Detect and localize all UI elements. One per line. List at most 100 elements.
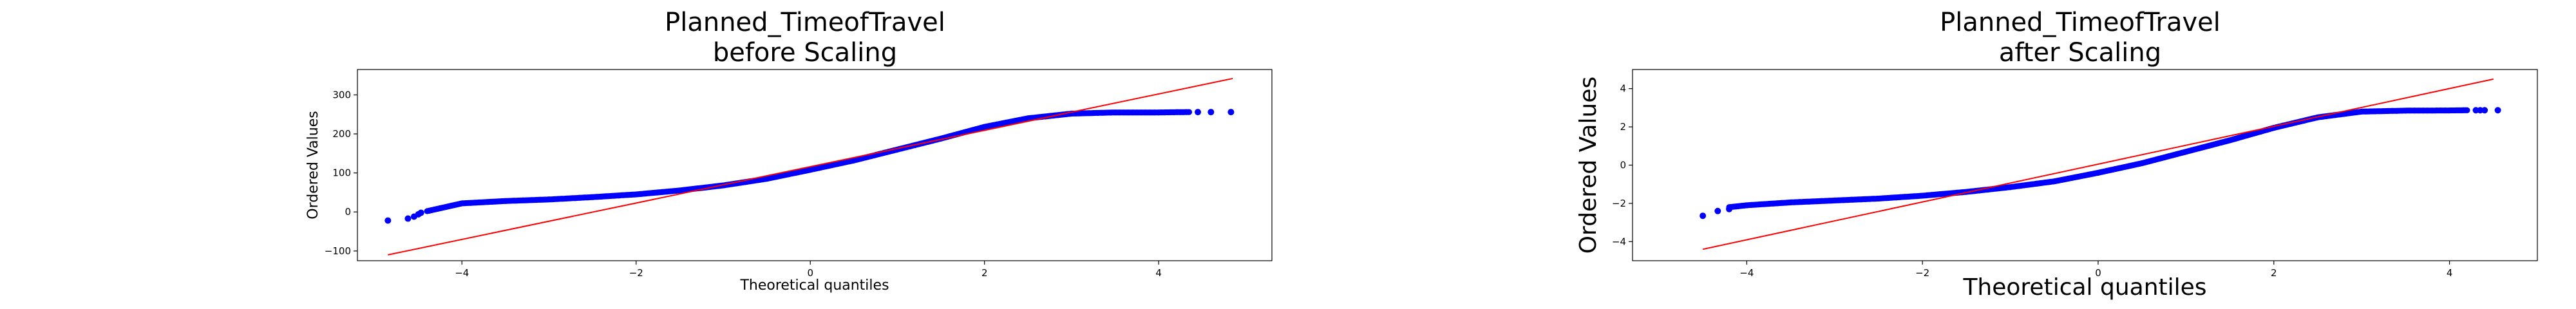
chart-title: Planned_TimeofTravel	[665, 8, 945, 37]
data-point	[838, 160, 844, 167]
data-point	[1774, 200, 1781, 207]
x-tick-label: 0	[2095, 267, 2101, 279]
data-point	[2047, 179, 2053, 185]
data-point	[576, 194, 583, 201]
data-point	[990, 122, 996, 128]
data-point	[2363, 108, 2369, 115]
data-point	[1853, 196, 1860, 203]
data-point	[646, 190, 652, 196]
data-point	[572, 195, 578, 201]
data-point	[785, 171, 791, 178]
data-point	[520, 197, 526, 203]
data-point	[1919, 192, 1926, 199]
data-point	[2429, 108, 2435, 114]
data-point	[1928, 192, 1935, 198]
data-point	[633, 191, 639, 198]
y-tick-label: 2	[1620, 121, 1626, 133]
data-point	[811, 165, 818, 172]
data-point	[2345, 110, 2352, 117]
data-point	[1937, 191, 1943, 198]
data-point	[585, 194, 591, 201]
data-point	[1186, 109, 1192, 115]
data-point	[1016, 117, 1023, 123]
data-point	[2192, 146, 2198, 153]
data-point	[1849, 196, 1855, 203]
data-point	[2060, 176, 2066, 183]
x-tick-label: 4	[1155, 267, 1162, 279]
data-point	[1906, 193, 1913, 200]
data-point	[463, 200, 469, 206]
data-point	[994, 121, 1001, 127]
data-point	[2165, 153, 2172, 160]
data-point	[1138, 109, 1144, 116]
data-point	[1924, 192, 1930, 198]
data-point	[537, 196, 544, 203]
data-point	[567, 195, 574, 201]
axes-frame	[357, 69, 1273, 261]
data-point	[2354, 109, 2360, 115]
data-point	[476, 199, 482, 205]
data-point	[1779, 200, 1785, 206]
data-point	[2389, 108, 2396, 114]
data-point	[2020, 182, 2027, 189]
x-tick-label: −4	[455, 267, 469, 279]
data-point	[1142, 109, 1149, 116]
data-point	[417, 209, 424, 216]
data-point	[1752, 201, 1759, 208]
y-tick-label: 4	[1620, 83, 1626, 95]
data-point	[2134, 161, 2141, 167]
data-point	[498, 198, 504, 205]
data-point	[2235, 135, 2242, 141]
data-points-band	[424, 109, 1192, 214]
data-point	[2464, 107, 2470, 113]
data-point	[459, 200, 465, 207]
data-point	[2196, 145, 2202, 151]
data-point	[1726, 205, 1733, 212]
data-point	[1796, 199, 1803, 205]
data-point	[2117, 165, 2123, 171]
data-point	[1810, 198, 1816, 205]
data-point	[2064, 176, 2070, 182]
data-point	[2130, 162, 2136, 168]
x-tick-label: −4	[1739, 267, 1754, 279]
data-point	[602, 193, 609, 200]
data-point	[846, 158, 853, 165]
data-point	[2394, 108, 2400, 114]
data-point	[1125, 109, 1132, 116]
data-point	[855, 156, 862, 162]
data-point	[1832, 197, 1838, 203]
data-point	[1888, 194, 1895, 201]
data-point	[986, 123, 992, 129]
data-point	[2056, 177, 2062, 183]
data-point	[1783, 200, 1790, 206]
data-point	[1897, 194, 1904, 200]
data-point	[820, 164, 826, 170]
data-point	[1121, 109, 1127, 116]
y-tick-label: 0	[345, 206, 351, 218]
data-point	[799, 169, 805, 175]
data-point	[794, 169, 800, 176]
data-point	[2139, 160, 2145, 166]
data-point	[533, 197, 539, 203]
data-point	[2148, 158, 2154, 164]
data-point	[598, 193, 605, 200]
y-tick-label: 100	[332, 167, 351, 179]
data-point	[1007, 118, 1014, 125]
chart-subtitle: before Scaling	[713, 38, 897, 68]
data-point	[529, 197, 535, 203]
data-point	[1108, 109, 1114, 116]
x-tick-label: 2	[2271, 267, 2277, 279]
y-axis-label: Ordered Values	[305, 111, 321, 219]
data-point	[1788, 199, 1794, 205]
data-point	[1077, 110, 1083, 117]
y-tick-label: 0	[1620, 160, 1626, 171]
y-axis-label: Ordered Values	[1575, 77, 1602, 254]
data-point	[624, 192, 630, 198]
data-point	[1227, 109, 1235, 116]
data-point	[1866, 196, 1873, 202]
data-point	[1902, 194, 1908, 200]
data-point	[2372, 108, 2378, 115]
data-point	[515, 198, 522, 203]
